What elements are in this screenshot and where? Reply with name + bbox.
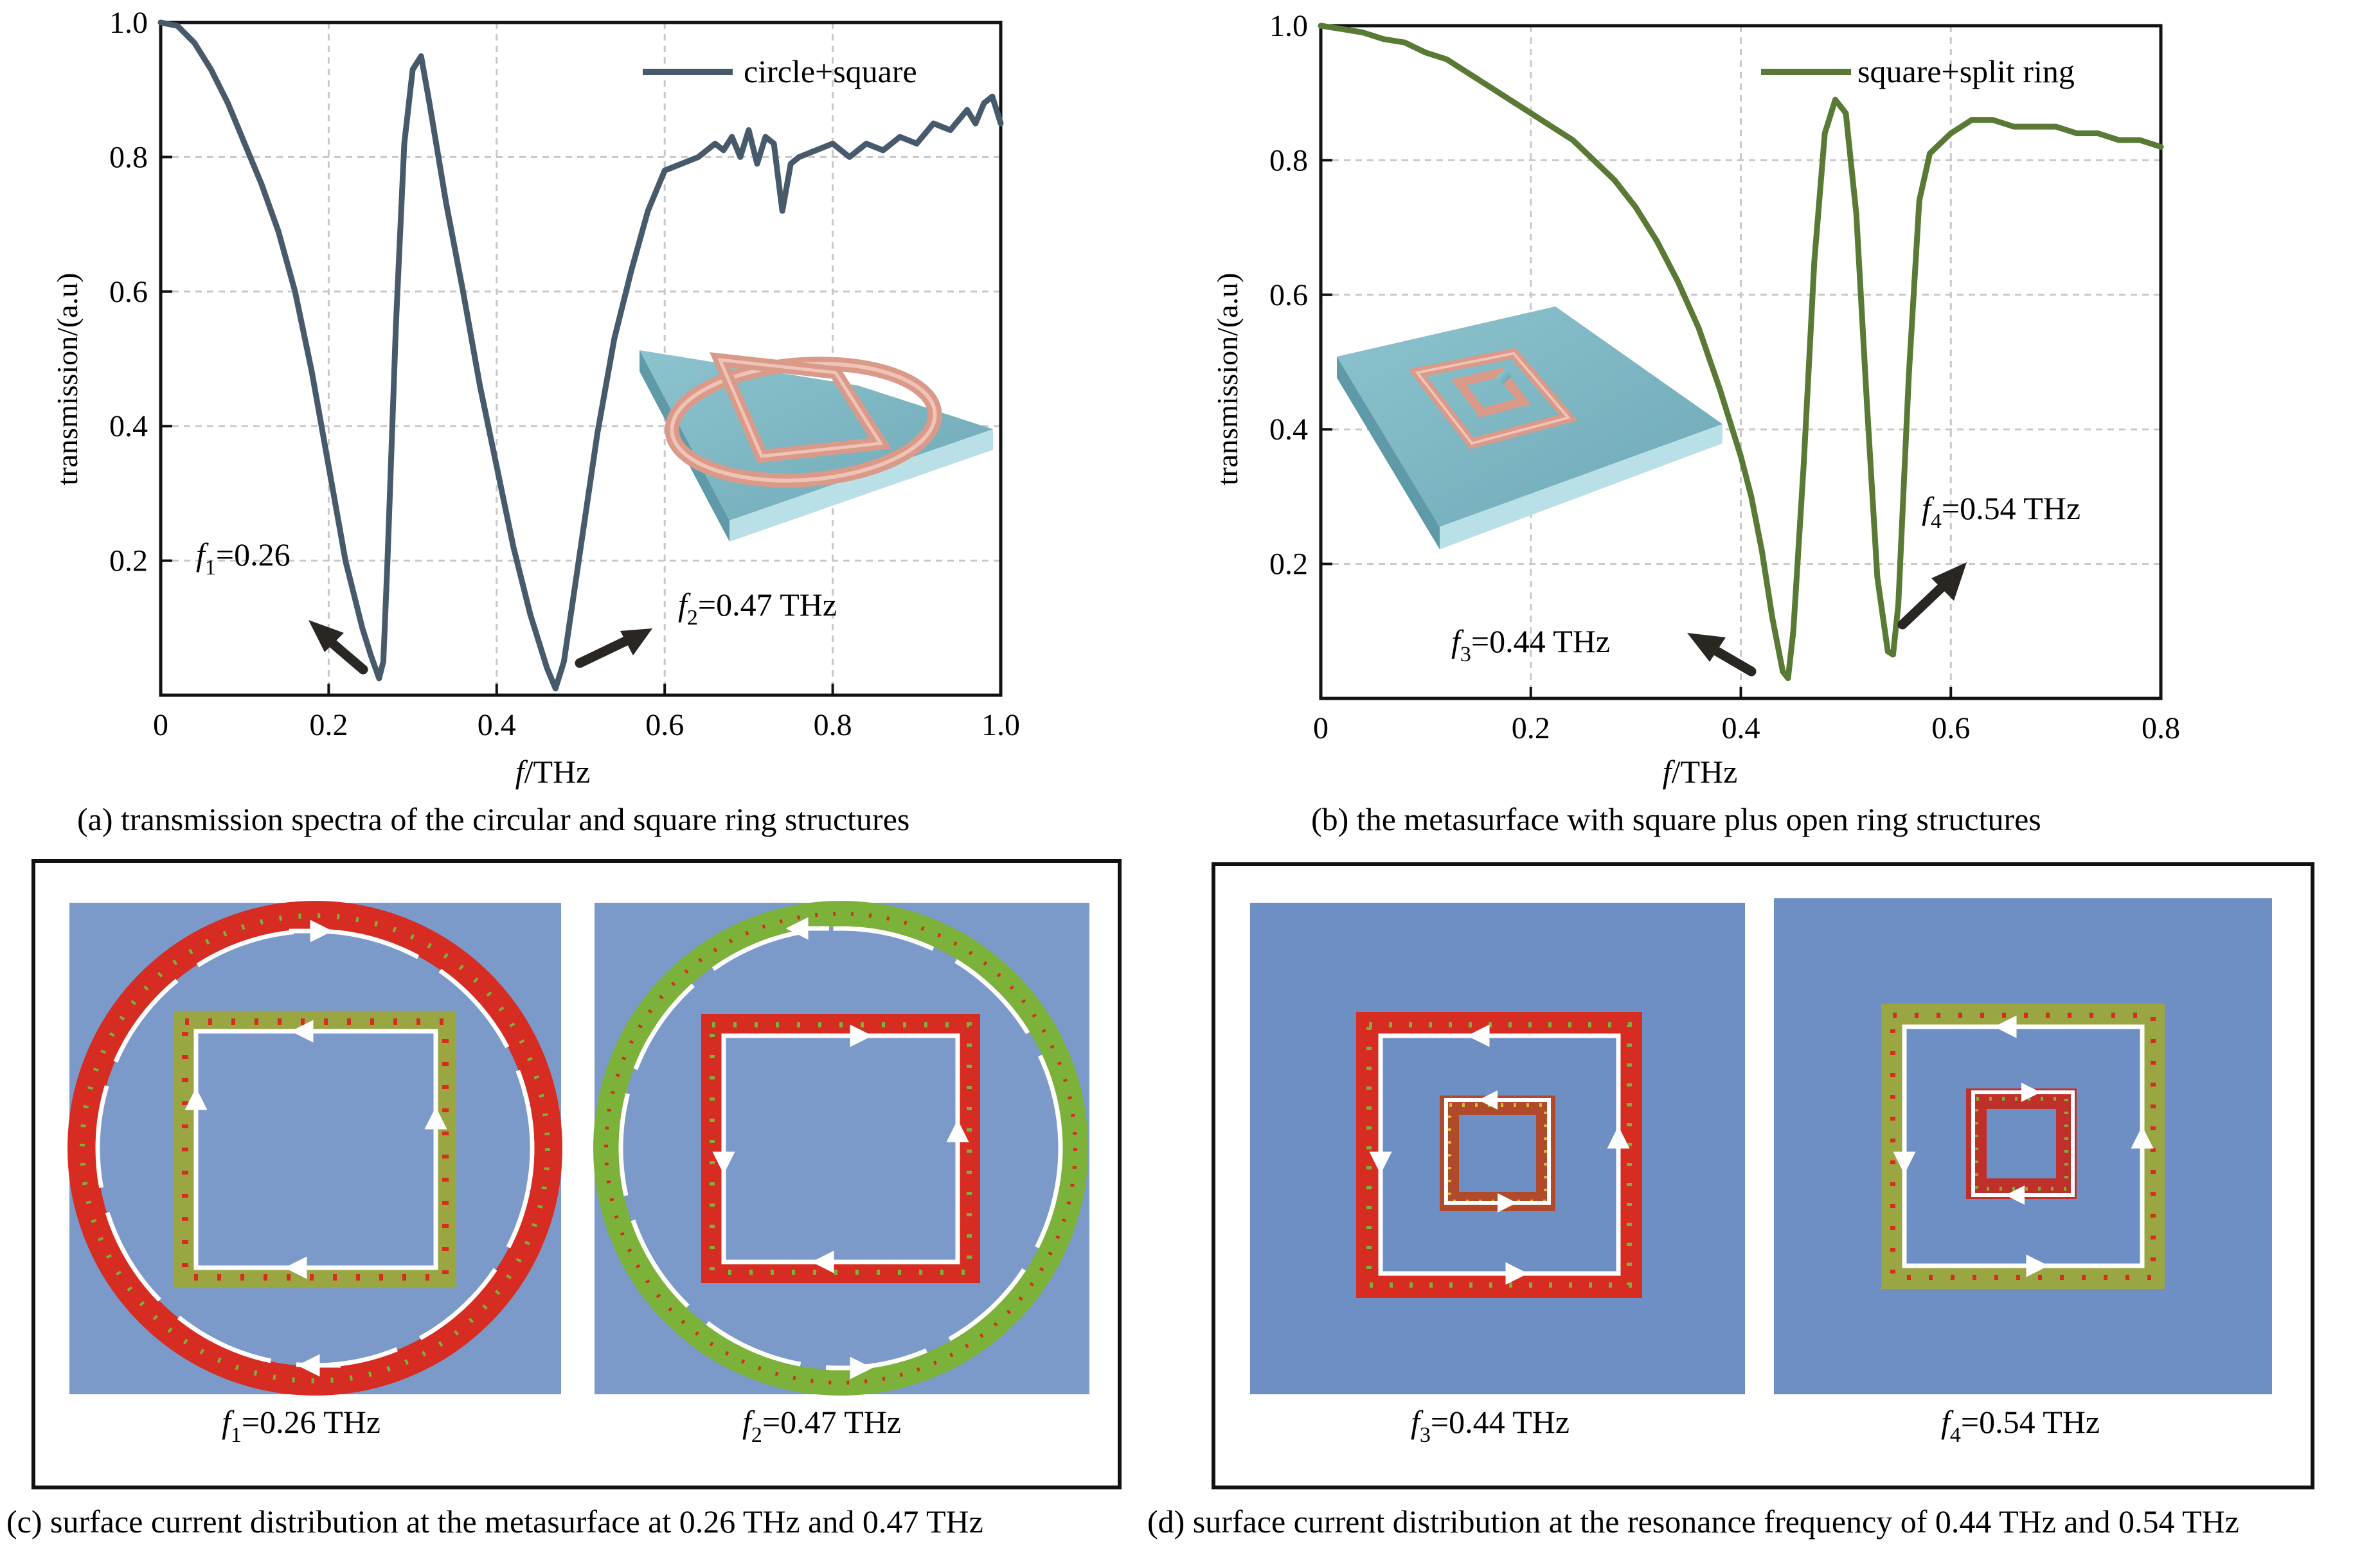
y-tick-label-a: 0.4: [109, 409, 148, 443]
arrow-f3: [1687, 633, 1757, 677]
series-line-circle-square: [157, 19, 1004, 691]
caption-b: (b) the metasurface with square plus ope…: [1311, 801, 2041, 837]
y-tick-label-b: 0.4: [1269, 413, 1308, 447]
current-panel-c: f1=0.26 THz f2=0.47 THz (c) surface curr…: [6, 859, 1122, 1540]
panel-d-border: [1212, 862, 2314, 1489]
y-axis-label-b: transmission/(a.u): [1211, 273, 1244, 486]
x-tick-label-a: 0.2: [309, 708, 348, 742]
caption-d: (d) surface current distribution at the …: [1147, 1504, 2239, 1540]
y-axis-label-a: transmission/(a.u): [51, 273, 84, 486]
y-tick-label-a: 0.6: [109, 275, 148, 309]
arrow-f2: [575, 628, 652, 668]
x-tick-label-a: 0.8: [814, 708, 852, 742]
label-f2-c: f2=0.47 THz: [742, 1404, 901, 1447]
legend-label-b: square+split ring: [1857, 53, 2075, 89]
legend-label-a: circle+square: [744, 53, 917, 89]
y-tick-label-b: 0.6: [1269, 278, 1308, 312]
annotation-f2: f2=0.47 THz: [678, 587, 837, 630]
legend-a: circle+square: [643, 53, 917, 89]
annotation-f4: f4=0.54 THz: [1922, 490, 2080, 533]
x-tick-label-b: 0: [1313, 711, 1329, 745]
y-tick-label-b: 1.0: [1269, 9, 1308, 43]
label-f1-c: f1=0.26 THz: [222, 1404, 380, 1447]
series-line-square-split-ring: [1318, 22, 2164, 682]
chart-panel-a: 0 0.2 0.4 0.6 0.8 1.0 0.2 0.4 0.6 0.8 1.0 circle+s…: [51, 6, 1020, 837]
current-map-f4: [1774, 898, 2272, 1394]
grid-a: [161, 22, 1001, 695]
y-tick-label-b: 0.8: [1269, 143, 1308, 177]
ticks-a: 0 0.2 0.4 0.6 0.8 1.0 0.2 0.4 0.6 0.8 1.0: [109, 6, 1020, 742]
y-tick-label-b: 0.2: [1269, 547, 1308, 581]
x-tick-label-a: 0.6: [645, 708, 684, 742]
legend-b: square+split ring: [1761, 53, 2075, 89]
metasurface-inset-square-split-ring: [1337, 306, 1722, 549]
metasurface-inset-circle-square: [640, 350, 993, 542]
x-tick-label-a: 0.4: [478, 708, 516, 742]
x-tick-label-b: 0.8: [2142, 711, 2180, 745]
x-axis-label-a: f/THz: [515, 754, 591, 790]
label-f3-d: f3=0.44 THz: [1411, 1404, 1570, 1447]
x-tick-label-b: 0.2: [1512, 711, 1550, 745]
ticks-b: 0 0.2 0.4 0.6 0.8 0.2 0.4 0.6 0.8 1.0: [1269, 9, 2180, 745]
caption-c: (c) surface current distribution at the …: [6, 1504, 983, 1540]
current-panel-d: f3=0.44 THz f4=0.54 THz (d) surface curr…: [1147, 862, 2314, 1540]
x-tick-label-b: 0.4: [1722, 711, 1760, 745]
current-map-f3: [1250, 903, 1745, 1394]
x-tick-label-a: 1.0: [981, 708, 1020, 742]
panel-c-border: [31, 859, 1122, 1489]
caption-a: (a) transmission spectra of the circular…: [77, 801, 909, 837]
x-tick-label-a: 0: [153, 708, 168, 742]
current-map-f1: [67, 901, 562, 1396]
current-map-f2: [593, 901, 1089, 1396]
y-tick-label-a: 1.0: [109, 6, 148, 40]
plot-frame-a: [159, 21, 1003, 697]
y-tick-label-a: 0.2: [109, 544, 148, 578]
y-tick-label-a: 0.8: [109, 140, 148, 174]
x-axis-label-b: f/THz: [1663, 754, 1738, 790]
arrow-f4: [1897, 562, 1967, 630]
arrow-f1: [309, 620, 368, 675]
annotation-f1: f1=0.26: [196, 537, 291, 580]
x-tick-label-b: 0.6: [1931, 711, 1970, 745]
label-f4-d: f4=0.54 THz: [1941, 1404, 2100, 1447]
annotation-f3: f3=0.44 THz: [1451, 623, 1610, 666]
chart-panel-b: 0 0.2 0.4 0.6 0.8 0.2 0.4 0.6 0.8 1.0 square+spli…: [1211, 9, 2180, 837]
